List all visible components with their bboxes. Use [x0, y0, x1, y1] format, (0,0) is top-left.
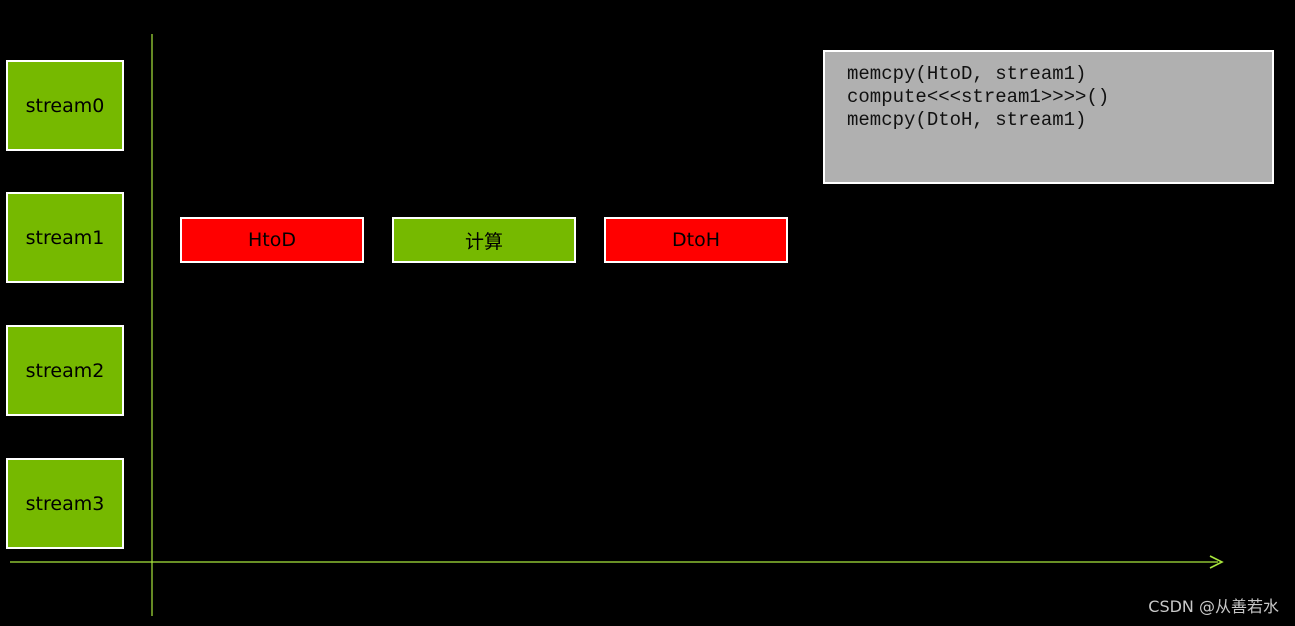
- stream-label-stream1: stream1: [6, 192, 124, 283]
- stream-label-stream0: stream0: [6, 60, 124, 151]
- watermark: CSDN @从善若水: [1148, 597, 1279, 616]
- op-dtoh-block: DtoH: [604, 217, 788, 263]
- op-compute-block: 计算: [392, 217, 576, 263]
- code-snippet: memcpy(HtoD, stream1) compute<<<stream1>…: [823, 50, 1274, 184]
- stream-label-stream2: stream2: [6, 325, 124, 416]
- code-line: memcpy(HtoD, stream1): [847, 63, 1087, 85]
- arrow-right-icon: [1209, 555, 1224, 569]
- code-line: compute<<<stream1>>>>(): [847, 86, 1110, 108]
- stream-label-stream3: stream3: [6, 458, 124, 549]
- code-line: memcpy(DtoH, stream1): [847, 109, 1087, 131]
- op-htod-block: HtoD: [180, 217, 364, 263]
